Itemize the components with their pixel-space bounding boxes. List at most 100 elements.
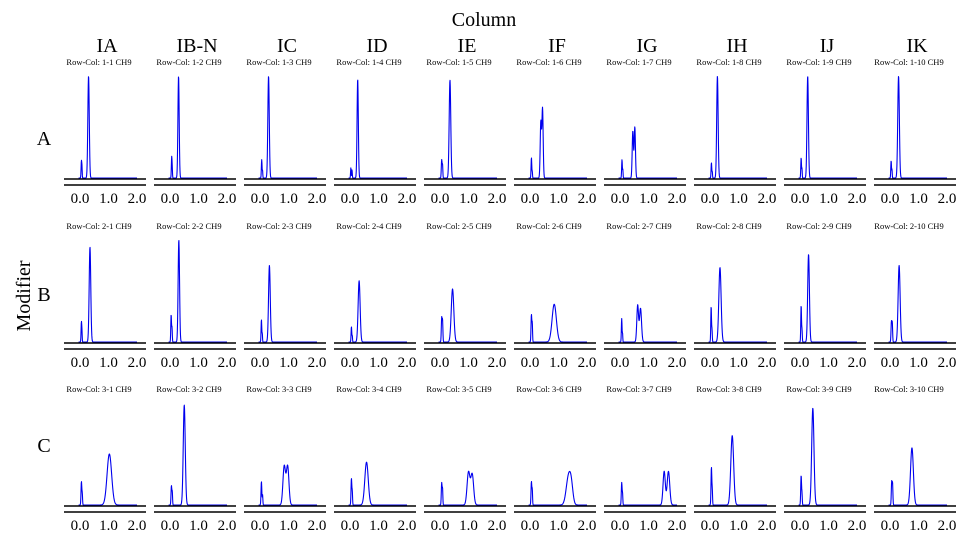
x-tick-label: 0.0 (431, 355, 450, 371)
chromatogram-panel: Row-Col: 3-6 CH9 0.0 1.0 2.0 (514, 384, 596, 534)
x-tick-label: 2.0 (128, 518, 147, 534)
x-tick-label: 1.0 (909, 355, 928, 371)
x-tick-label: 1.0 (819, 518, 838, 534)
figure-title: Column (452, 9, 516, 31)
x-tick-label: 1.0 (279, 518, 298, 534)
chromatogram-panel: Row-Col: 3-8 CH9 0.0 1.0 2.0 (694, 384, 776, 534)
x-tick-label: 0.0 (71, 355, 90, 371)
chromatogram-trace (528, 303, 588, 343)
x-tick-label: 1.0 (729, 191, 748, 207)
x-tick-label: 0.0 (521, 518, 540, 534)
x-tick-label: 1.0 (459, 518, 478, 534)
panel-title: Row-Col: 3-3 CH9 (246, 384, 311, 394)
chromatogram-panel: Row-Col: 1-1 CH9 0.0 1.0 2.0 (64, 57, 146, 207)
column-header: IA (96, 35, 118, 57)
chromatogram-trace (888, 76, 948, 179)
x-tick-label: 0.0 (881, 191, 900, 207)
x-tick-label: 2.0 (848, 191, 867, 207)
x-tick-label: 0.0 (341, 355, 360, 371)
chromatogram-trace (168, 76, 228, 179)
panel-title: Row-Col: 2-8 CH9 (696, 221, 761, 231)
chromatogram-panel: Row-Col: 3-3 CH9 0.0 1.0 2.0 (244, 384, 326, 534)
x-tick-label: 0.0 (701, 191, 720, 207)
chromatogram-trace (258, 76, 318, 179)
x-tick-label: 2.0 (758, 518, 777, 534)
chromatogram-panel: Row-Col: 1-6 CH9 0.0 1.0 2.0 (514, 57, 596, 207)
panel-title: Row-Col: 1-7 CH9 (606, 57, 671, 67)
y-axis-label: Modifier (13, 260, 35, 331)
panel-title: Row-Col: 1-1 CH9 (66, 57, 131, 67)
x-tick-label: 0.0 (881, 518, 900, 534)
panel-title: Row-Col: 2-2 CH9 (156, 221, 221, 231)
chromatogram-trace (168, 240, 228, 343)
panel-title: Row-Col: 1-3 CH9 (246, 57, 311, 67)
chromatogram-trace (168, 404, 228, 506)
chromatogram-trace (528, 470, 588, 506)
chromatogram-trace (708, 435, 768, 506)
x-tick-label: 2.0 (308, 355, 327, 371)
chromatogram-panel: Row-Col: 2-4 CH9 0.0 1.0 2.0 (334, 221, 416, 371)
x-tick-label: 0.0 (611, 355, 630, 371)
x-tick-label: 1.0 (99, 355, 118, 371)
chromatogram-panel: Row-Col: 1-3 CH9 0.0 1.0 2.0 (244, 57, 326, 207)
x-tick-label: 2.0 (218, 355, 237, 371)
chromatogram-trace (888, 264, 948, 343)
x-tick-label: 0.0 (71, 191, 90, 207)
x-tick-label: 0.0 (791, 518, 810, 534)
chromatogram-trace (618, 470, 678, 506)
x-tick-label: 0.0 (71, 518, 90, 534)
column-header: IB-N (176, 35, 217, 57)
x-tick-label: 0.0 (251, 355, 270, 371)
x-tick-label: 2.0 (128, 191, 147, 207)
x-tick-label: 1.0 (549, 518, 568, 534)
panel-title: Row-Col: 3-5 CH9 (426, 384, 491, 394)
chromatogram-trace (78, 246, 138, 343)
x-tick-label: 1.0 (549, 191, 568, 207)
panel-title: Row-Col: 1-6 CH9 (516, 57, 581, 67)
x-tick-label: 1.0 (279, 191, 298, 207)
panel-title: Row-Col: 1-8 CH9 (696, 57, 761, 67)
x-tick-label: 2.0 (488, 191, 507, 207)
row-header: A (37, 128, 52, 150)
x-tick-label: 2.0 (578, 191, 597, 207)
chromatogram-trace (258, 265, 318, 343)
chromatogram-trace (438, 288, 498, 343)
x-tick-label: 1.0 (639, 518, 658, 534)
chromatogram-trace (708, 75, 768, 179)
chromatogram-panel: Row-Col: 3-9 CH9 0.0 1.0 2.0 (784, 384, 866, 534)
x-tick-label: 2.0 (758, 191, 777, 207)
panel-title: Row-Col: 3-10 CH9 (874, 384, 943, 394)
panel-title: Row-Col: 2-10 CH9 (874, 221, 943, 231)
x-tick-label: 1.0 (99, 518, 118, 534)
column-header: ID (366, 35, 387, 57)
chromatogram-panel: Row-Col: 1-8 CH9 0.0 1.0 2.0 (694, 57, 776, 207)
panel-title: Row-Col: 3-9 CH9 (786, 384, 851, 394)
x-tick-label: 2.0 (668, 355, 687, 371)
x-tick-label: 1.0 (369, 355, 388, 371)
x-tick-label: 1.0 (369, 518, 388, 534)
x-tick-label: 2.0 (488, 518, 507, 534)
x-tick-label: 0.0 (161, 355, 180, 371)
chromatogram-panel: Row-Col: 3-4 CH9 0.0 1.0 2.0 (334, 384, 416, 534)
x-tick-label: 2.0 (128, 355, 147, 371)
chromatogram-panel: Row-Col: 2-6 CH9 0.0 1.0 2.0 (514, 221, 596, 371)
x-tick-label: 2.0 (398, 191, 417, 207)
x-tick-label: 1.0 (99, 191, 118, 207)
x-tick-label: 1.0 (639, 355, 658, 371)
x-tick-label: 2.0 (218, 518, 237, 534)
x-tick-label: 2.0 (578, 518, 597, 534)
x-tick-label: 1.0 (909, 518, 928, 534)
x-tick-label: 0.0 (431, 191, 450, 207)
panel-title: Row-Col: 2-5 CH9 (426, 221, 491, 231)
x-tick-label: 0.0 (881, 355, 900, 371)
chromatogram-trace (348, 79, 408, 179)
x-tick-label: 0.0 (341, 191, 360, 207)
x-tick-label: 1.0 (549, 355, 568, 371)
x-tick-label: 1.0 (369, 191, 388, 207)
x-tick-label: 0.0 (431, 518, 450, 534)
panel-title: Row-Col: 2-6 CH9 (516, 221, 581, 231)
panel-title: Row-Col: 1-9 CH9 (786, 57, 851, 67)
panel-title: Row-Col: 2-1 CH9 (66, 221, 131, 231)
chromatogram-panel: Row-Col: 1-7 CH9 0.0 1.0 2.0 (604, 57, 686, 207)
